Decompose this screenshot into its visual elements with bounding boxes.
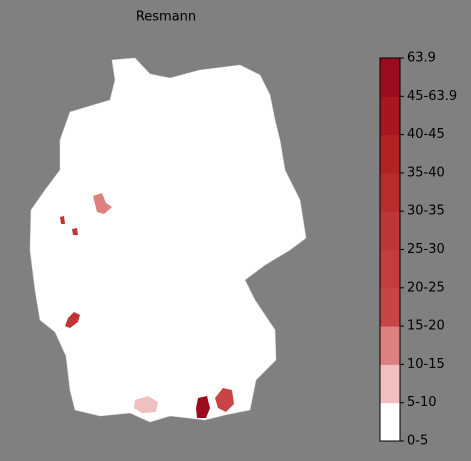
colorbar-segment: [380, 211, 400, 250]
germany-map: [29, 57, 307, 423]
region-highlight: [93, 193, 112, 214]
colorbar: 0-5 5-10 10-15 15-20 20-25 25-30 30-35 35-40 40-…: [379, 51, 457, 449]
colorbar-segment: [380, 96, 400, 136]
colorbar-segment: [380, 364, 400, 404]
colorbar-label: 25-30: [407, 242, 445, 257]
region-highlight: [134, 396, 158, 413]
colorbar-segment: [380, 326, 400, 365]
colorbar-segment: [380, 402, 400, 442]
colorbar-segment: [380, 172, 400, 212]
colorbar-label: 15-20: [407, 319, 445, 334]
colorbar-label: 30-35: [407, 204, 445, 219]
region-highlight: [72, 228, 78, 235]
colorbar-label: 0-5: [407, 434, 428, 449]
colorbar-label: 20-25: [407, 280, 445, 295]
colorbar-segment: [380, 58, 400, 97]
region-highlight: [215, 388, 234, 412]
colorbar-label: 35-40: [407, 165, 445, 180]
colorbar-segment: [380, 287, 400, 327]
country-outline: [29, 57, 307, 423]
colorbar-label: 63.9: [407, 51, 436, 66]
region-highlight: [196, 396, 210, 418]
region-highlight: [60, 216, 65, 224]
colorbar-segment: [380, 134, 400, 174]
colorbar-label: 5-10: [407, 395, 437, 410]
colorbar-segment: [380, 249, 400, 289]
colorbar-label: 10-15: [407, 357, 445, 372]
map-title: Resmann: [136, 10, 196, 25]
colorbar-label: 40-45: [407, 127, 445, 142]
colorbar-label: 45-63.9: [407, 89, 457, 104]
region-highlight: [65, 312, 80, 328]
